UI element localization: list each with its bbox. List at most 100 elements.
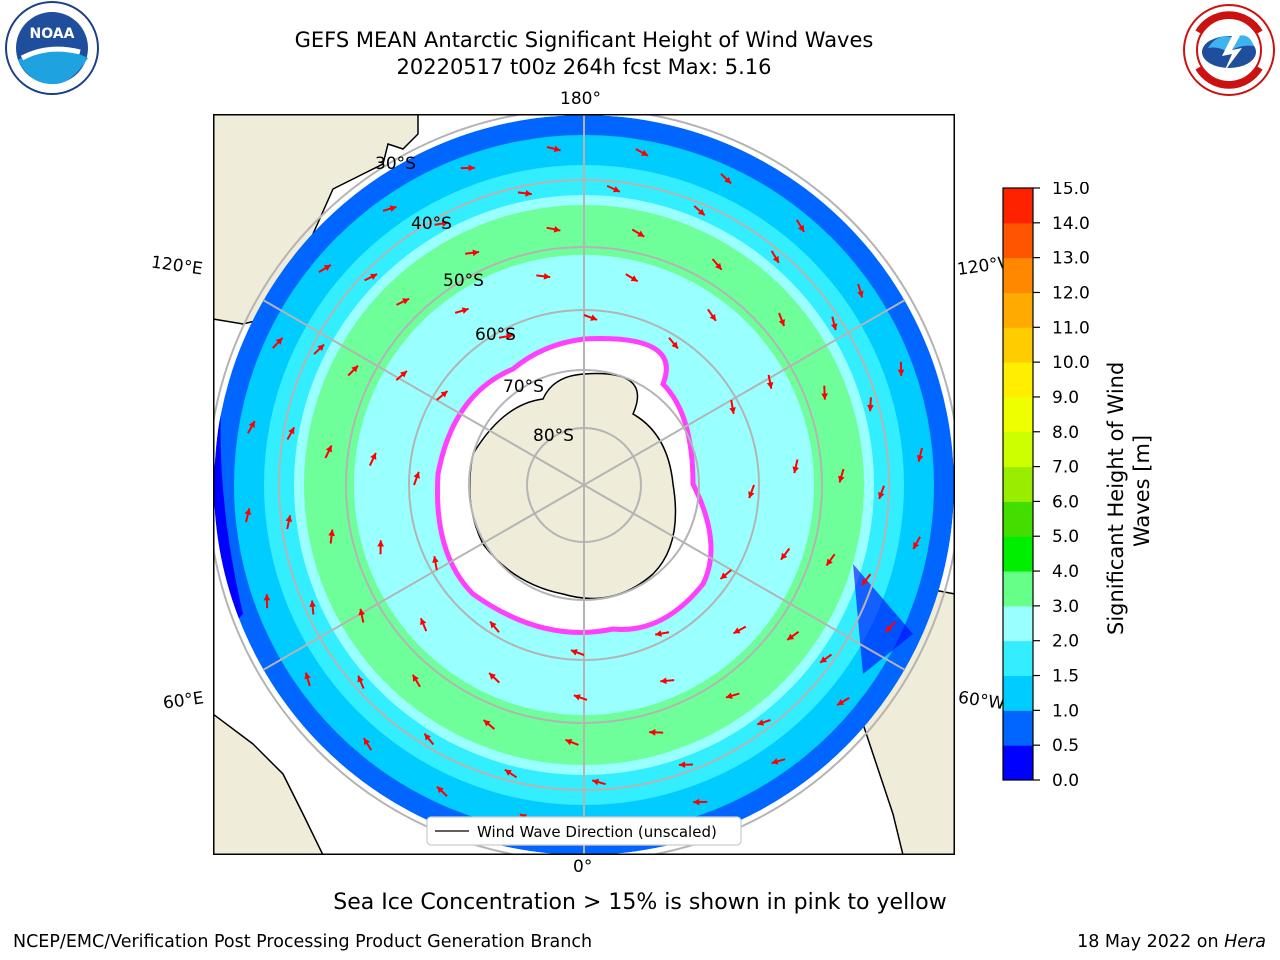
- colorbar-band: [1003, 188, 1033, 224]
- colorbar-tick-label: 1.0: [1052, 701, 1079, 721]
- wave-direction-arrow: [729, 399, 736, 414]
- wave-direction-arrow: [313, 343, 325, 355]
- colorbar-band: [1003, 431, 1033, 468]
- colorbar-band: [1003, 396, 1033, 433]
- map-legend: Wind Wave Direction (unscaled): [426, 816, 742, 846]
- wave-direction-arrow: [770, 250, 780, 264]
- wave-direction-arrow: [272, 337, 284, 349]
- wave-direction-arrow: [244, 508, 252, 523]
- wave-direction-arrow: [396, 297, 410, 306]
- wave-direction-arrow: [488, 672, 501, 684]
- colorbar-frame: [1002, 187, 1034, 781]
- colorbar-band: [1003, 292, 1033, 328]
- wave-direction-arrow: [357, 675, 365, 689]
- antarctica-land: [468, 372, 677, 600]
- wave-direction-arrow: [286, 426, 296, 441]
- colorbar-tick-label: 7.0: [1052, 458, 1079, 478]
- wave-direction-arrow: [878, 485, 885, 500]
- wave-direction-arrow: [324, 444, 333, 459]
- wave-direction-arrow: [536, 273, 551, 280]
- wave-direction-arrow: [720, 173, 732, 185]
- wave-direction-arrow: [836, 696, 850, 706]
- colorbar-tick-label: 2.0: [1052, 632, 1079, 652]
- footer-date: 18 May 2022 on Hera: [1077, 932, 1266, 952]
- australia-land: [213, 114, 419, 325]
- colorbar-tick-label: 3.0: [1052, 597, 1079, 617]
- wave-direction-arrow: [867, 397, 874, 412]
- wave-direction-arrow: [625, 273, 639, 283]
- chart-subtitle: 20220517 t00z 264h fcst Max: 5.16: [396, 55, 772, 79]
- wave-direction-arrow: [756, 719, 771, 726]
- colorbar-band: [1003, 222, 1033, 259]
- wave-direction-arrow: [748, 484, 755, 499]
- colorbar-band: [1003, 675, 1033, 711]
- wave-direction-arrow: [573, 694, 588, 701]
- colorbar-band: [1003, 745, 1033, 781]
- wave-direction-arrow: [825, 553, 836, 567]
- colorbar-band: [1003, 605, 1033, 642]
- lon-label-180: 180°: [560, 89, 601, 109]
- wave-direction-arrow: [318, 264, 332, 274]
- wave-direction-arrow: [436, 390, 449, 401]
- wave-direction-arrow: [733, 625, 747, 635]
- lat-labels: 30°S 40°S 50°S 60°S 70°S 80°S: [375, 154, 574, 446]
- wave-direction-arrow: [678, 761, 693, 769]
- colorbar-band: [1003, 466, 1033, 502]
- wave-direction-arrow: [395, 370, 408, 381]
- wave-direction-arrow: [897, 361, 905, 376]
- colorbar-tick-label: 5.0: [1052, 527, 1079, 547]
- colorbar-band: [1003, 710, 1033, 746]
- lat-label-70s: 70°S: [503, 377, 544, 397]
- colorbar-tick-label: 4.0: [1052, 562, 1079, 582]
- wave-direction-arrow: [780, 547, 791, 561]
- wave-direction-arrow: [719, 569, 732, 580]
- wave-direction-arrow: [460, 164, 475, 172]
- wave-direction-arrow: [838, 468, 845, 483]
- colorbar-tick-label: 11.0: [1052, 318, 1090, 338]
- colorbar-label-line2: Waves [m]: [1130, 435, 1154, 547]
- wave-direction-arrow: [591, 778, 606, 786]
- colorbar-band: [1003, 257, 1033, 293]
- wave-direction-arrow: [766, 374, 774, 389]
- lat-label-60s: 60°S: [475, 325, 516, 345]
- colorbar-tick-label: 12.0: [1052, 283, 1090, 303]
- wave-direction-arrow: [489, 620, 500, 633]
- wave-direction-arrow: [707, 308, 717, 322]
- footer-org: NCEP/EMC/Verification Post Processing Pr…: [13, 932, 593, 952]
- colorbar-tick-label: 0.5: [1052, 736, 1079, 756]
- wave-direction-arrow: [546, 145, 561, 153]
- lat-label-80s: 80°S: [533, 426, 574, 446]
- wave-direction-arrow: [861, 573, 872, 586]
- wave-direction-arrow: [368, 452, 377, 466]
- colorbar-label-line1: Significant Height of Wind: [1104, 362, 1128, 635]
- wave-direction-arrow: [504, 768, 518, 779]
- wave-direction-arrow: [377, 540, 385, 555]
- wave-direction-arrow: [565, 738, 579, 746]
- wave-direction-arrow: [285, 515, 293, 530]
- wave-direction-arrow: [432, 556, 439, 571]
- africa-land: [213, 713, 324, 855]
- wave-direction-arrow: [546, 226, 561, 233]
- wave-height-map: 30°S 40°S 50°S 60°S 70°S 80°S Wind Wave …: [213, 114, 955, 855]
- wave-direction-arrow: [693, 798, 708, 806]
- wave-direction-arrow: [413, 471, 420, 486]
- wave-direction-arrow: [830, 316, 838, 331]
- colorbar-band: [1003, 327, 1033, 363]
- wave-direction-arrow: [606, 184, 621, 193]
- wave-direction-arrow: [655, 630, 670, 637]
- lon-label-120e: 120°E: [149, 252, 204, 280]
- lon-label-60w: 60°W: [956, 687, 1007, 715]
- footer-machine: Hera: [1224, 932, 1266, 952]
- colorbar-tick-label: 10.0: [1052, 353, 1090, 373]
- colorbar-bands: [1003, 188, 1033, 781]
- wave-direction-arrow: [436, 785, 448, 797]
- wave-direction-arrow: [693, 205, 706, 217]
- colorbar-tick-label: 14.0: [1052, 214, 1090, 234]
- wave-direction-arrow: [821, 385, 828, 400]
- wave-direction-arrow: [635, 148, 649, 157]
- wave-direction-arrow: [304, 672, 311, 687]
- colorbar-tick-label: 1.5: [1052, 667, 1079, 687]
- colorbar-ticks: 0.0 0.5 1.0 1.5 2.0 3.0 4.0 5.0 6.0 7.0 8.0 9.0 10.0…: [1033, 182, 1090, 791]
- wave-direction-arrow: [364, 273, 378, 282]
- wave-direction-arrow: [631, 228, 645, 238]
